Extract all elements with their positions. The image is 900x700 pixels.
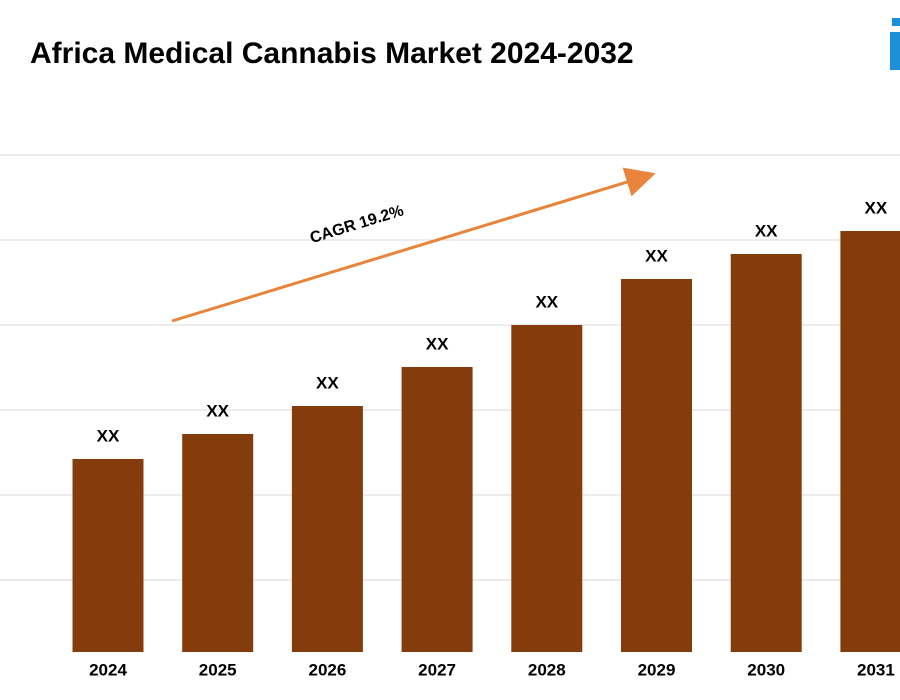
x-tick-label: 2025 [199, 660, 237, 679]
bar [621, 279, 692, 652]
logo-dot [892, 18, 900, 26]
value-label: XX [645, 246, 668, 265]
x-tick-label: 2027 [418, 660, 456, 679]
x-tick-label: 2029 [638, 660, 676, 679]
x-tick-label: 2030 [747, 660, 785, 679]
logo-stem [890, 32, 900, 70]
logo [890, 18, 900, 70]
value-label: XX [865, 198, 888, 217]
x-tick-label: 2031 [857, 660, 895, 679]
value-label: XX [426, 334, 449, 353]
bar [730, 254, 802, 652]
value-label: XX [97, 426, 120, 445]
x-tick-label: 2026 [308, 660, 346, 679]
bar [840, 231, 900, 652]
value-label: XX [206, 401, 229, 420]
value-label: XX [316, 373, 339, 392]
bar [182, 434, 254, 652]
bar [401, 367, 473, 652]
chart-title: Africa Medical Cannabis Market 2024-2032 [30, 37, 634, 70]
value-label: XX [535, 292, 558, 311]
bar [72, 459, 144, 652]
cagr-arrow [171, 167, 656, 323]
x-tick-label: 2024 [89, 660, 127, 679]
bar [511, 325, 583, 652]
x-tick-label: 2028 [528, 660, 566, 679]
bar [291, 406, 363, 652]
value-label: XX [755, 221, 778, 240]
